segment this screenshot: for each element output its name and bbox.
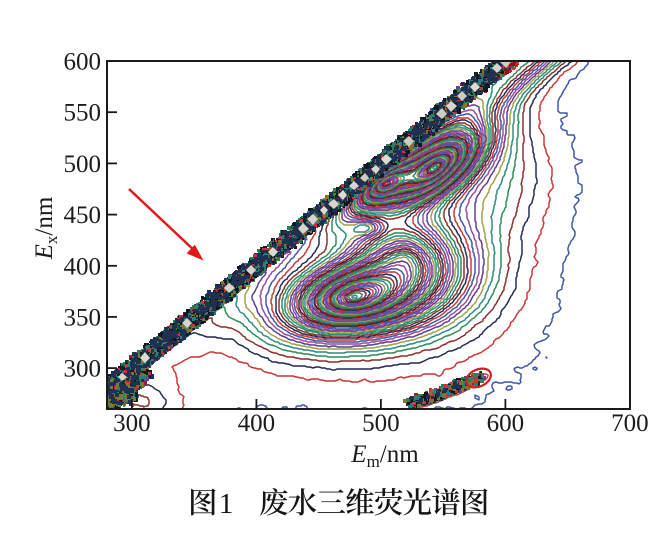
svg-text:400: 400: [238, 410, 276, 437]
svg-text:500: 500: [362, 410, 400, 437]
svg-text:300: 300: [64, 356, 102, 383]
svg-text:700: 700: [611, 410, 649, 437]
svg-text:500: 500: [64, 151, 102, 178]
svg-text:400: 400: [64, 253, 102, 280]
svg-text:600: 600: [64, 49, 102, 76]
svg-text:350: 350: [64, 304, 102, 331]
svg-text:Em/nm: Em/nm: [350, 441, 419, 471]
svg-text:550: 550: [64, 100, 102, 127]
svg-text:Ex/nm: Ex/nm: [31, 196, 61, 260]
svg-text:300: 300: [113, 410, 151, 437]
svg-text:450: 450: [64, 202, 102, 229]
svg-text:600: 600: [487, 410, 525, 437]
